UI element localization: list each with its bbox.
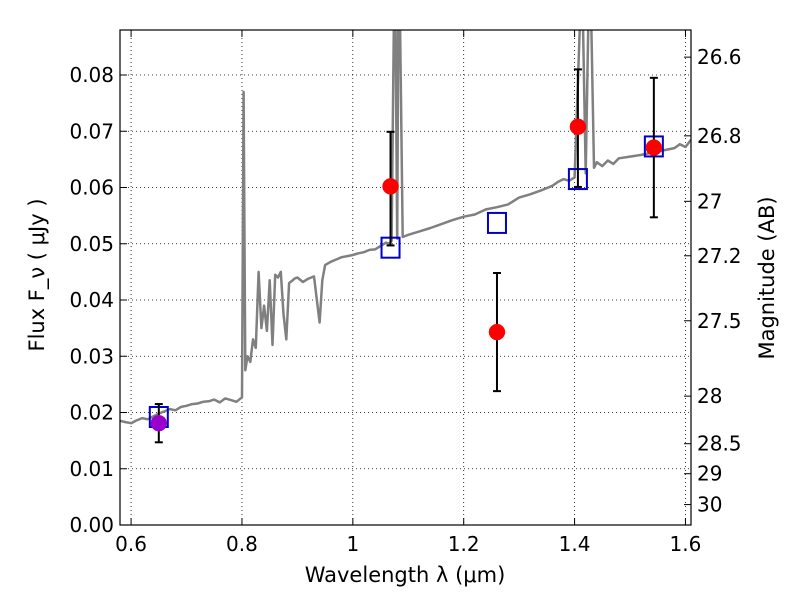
- observed-points: [150, 118, 663, 432]
- y-axis-label: Flux F_ν ( μJy ): [25, 198, 50, 351]
- plot-frame: [119, 29, 692, 526]
- observed-point-marker: [569, 118, 587, 135]
- x-tick-label: 1.2: [448, 532, 480, 556]
- observed-point-marker: [150, 414, 168, 432]
- magnitude-tick-label: 30: [697, 493, 722, 517]
- spectrum-line: [120, 30, 691, 425]
- magnitude-tick-label: 27: [697, 189, 722, 213]
- magnitude-tick-label: 28.5: [697, 432, 742, 456]
- y-tick-label: 0.08: [69, 63, 114, 87]
- observed-point-marker: [488, 323, 506, 341]
- observed-point-marker: [645, 139, 663, 156]
- observed-point-marker: [382, 178, 399, 195]
- magnitude-tick-label: 27.5: [697, 309, 742, 333]
- magnitude-tick-label: 26.6: [697, 45, 742, 69]
- model-square-marker: [486, 211, 507, 234]
- magnitude-tick-label: 29: [697, 462, 722, 486]
- magnitude-tick-label: 26.8: [697, 124, 742, 148]
- grid-lines: [120, 30, 691, 526]
- magnitude-tick-label: 27.2: [697, 244, 742, 268]
- y-tick-label: 0.07: [69, 119, 114, 143]
- x-tick-label: 1.6: [670, 532, 702, 556]
- y-tick-label: 0.06: [69, 176, 114, 200]
- magnitude-tick-label: 28: [697, 384, 722, 408]
- x-tick-label: 1: [346, 532, 359, 556]
- plot-area-background: [120, 30, 691, 525]
- y-tick-label: 0.02: [69, 401, 114, 425]
- x-axis-ticks: 0.6 0.8 1 1.2 1.4 1.6: [115, 30, 701, 556]
- y-tick-label: 0.05: [69, 232, 114, 256]
- magnitude-axis-ticks: 26.6 26.8 27 27.2 27.5 28 28.5 29 30: [684, 45, 742, 517]
- y-tick-label: 0.00: [69, 513, 114, 537]
- magnitude-axis-label: Magnitude (AB): [755, 196, 779, 359]
- spectrum-layer: [120, 30, 691, 425]
- y-tick-label: 0.03: [69, 344, 114, 368]
- y-axis-ticks: 0.00 0.01 0.02 0.03 0.04 0.05 0.06 0.07 0.08: [69, 63, 127, 537]
- x-axis-label: Wavelength λ (μm): [305, 563, 506, 587]
- y-tick-label: 0.01: [69, 457, 114, 481]
- x-tick-label: 0.6: [115, 532, 147, 556]
- y-tick-label: 0.04: [69, 288, 114, 312]
- x-tick-label: 0.8: [226, 532, 258, 556]
- x-tick-label: 1.4: [559, 532, 591, 556]
